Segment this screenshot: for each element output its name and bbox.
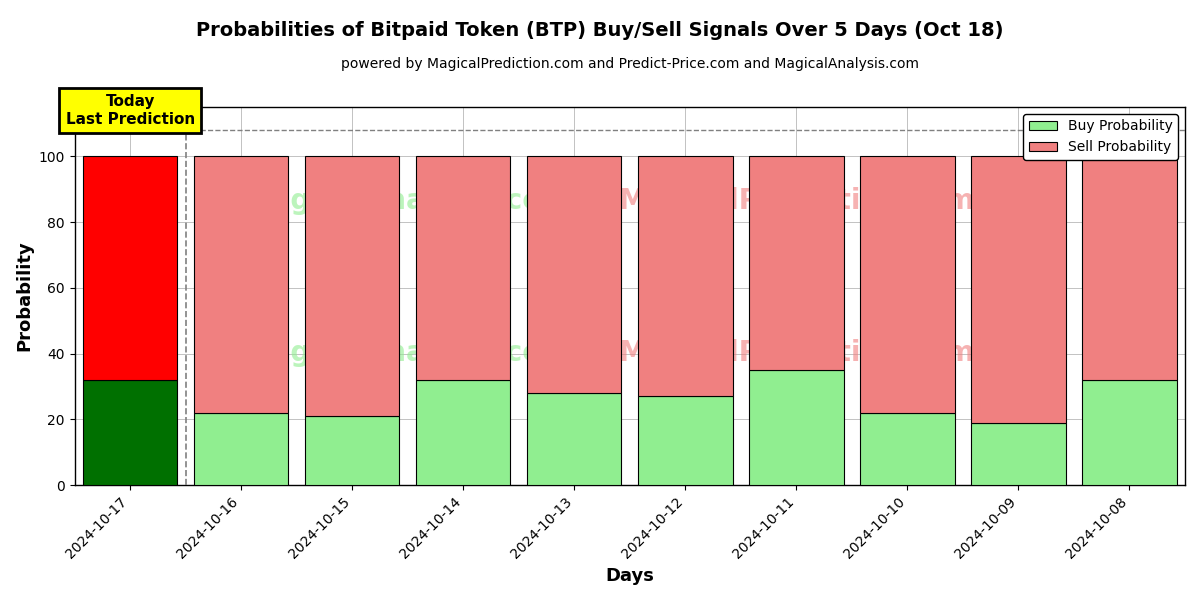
Bar: [527, 156, 622, 393]
Bar: [194, 413, 288, 485]
Bar: [1082, 156, 1177, 380]
Text: MagicalPrediction.com: MagicalPrediction.com: [618, 339, 974, 367]
Y-axis label: Probability: Probability: [16, 241, 34, 352]
Bar: [1082, 380, 1177, 485]
Text: Probabilities of Bitpaid Token (BTP) Buy/Sell Signals Over 5 Days (Oct 18): Probabilities of Bitpaid Token (BTP) Buy…: [197, 21, 1003, 40]
Text: Today
Last Prediction: Today Last Prediction: [66, 94, 194, 127]
Bar: [83, 156, 178, 380]
Bar: [194, 156, 288, 413]
Text: MagicalAnalysis.com: MagicalAnalysis.com: [245, 187, 571, 215]
Text: MagicalPrediction.com: MagicalPrediction.com: [618, 187, 974, 215]
X-axis label: Days: Days: [605, 567, 654, 585]
Bar: [416, 380, 510, 485]
Text: MagicalAnalysis.com: MagicalAnalysis.com: [245, 339, 571, 367]
Bar: [305, 156, 400, 416]
Bar: [638, 397, 732, 485]
Bar: [749, 370, 844, 485]
Bar: [749, 156, 844, 370]
Bar: [860, 413, 955, 485]
Legend: Buy Probability, Sell Probability: Buy Probability, Sell Probability: [1024, 114, 1178, 160]
Bar: [971, 156, 1066, 422]
Bar: [527, 393, 622, 485]
Bar: [83, 380, 178, 485]
Bar: [638, 156, 732, 397]
Bar: [305, 416, 400, 485]
Bar: [416, 156, 510, 380]
Title: powered by MagicalPrediction.com and Predict-Price.com and MagicalAnalysis.com: powered by MagicalPrediction.com and Pre…: [341, 57, 919, 71]
Bar: [860, 156, 955, 413]
Bar: [971, 422, 1066, 485]
